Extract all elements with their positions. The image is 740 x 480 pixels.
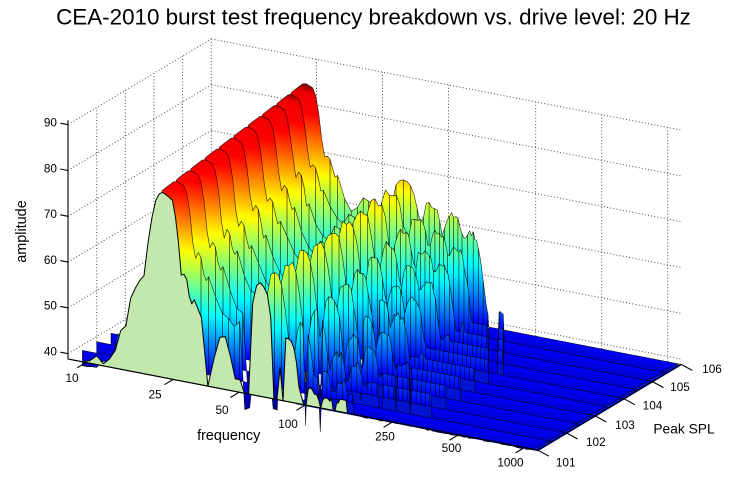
svg-text:10: 10: [65, 371, 79, 385]
svg-text:104: 104: [643, 399, 663, 413]
svg-text:40: 40: [44, 345, 58, 359]
svg-text:105: 105: [670, 380, 690, 394]
svg-text:90: 90: [44, 116, 58, 130]
svg-text:101: 101: [556, 455, 576, 469]
svg-text:102: 102: [586, 435, 606, 449]
svg-text:1000: 1000: [497, 456, 524, 470]
svg-text:106: 106: [702, 362, 722, 376]
svg-text:50: 50: [44, 299, 58, 313]
svg-text:60: 60: [44, 253, 58, 267]
svg-text:250: 250: [375, 430, 395, 444]
svg-text:500: 500: [442, 441, 462, 455]
svg-text:70: 70: [44, 207, 58, 221]
svg-text:amplitude: amplitude: [14, 200, 30, 262]
svg-text:103: 103: [615, 418, 635, 432]
svg-text:CEA-2010 burst test frequency: CEA-2010 burst test frequency breakdown …: [56, 5, 691, 30]
svg-text:80: 80: [44, 161, 58, 175]
svg-text:Peak SPL: Peak SPL: [653, 422, 715, 437]
svg-text:50: 50: [215, 403, 229, 417]
svg-text:frequency: frequency: [197, 428, 261, 444]
svg-text:25: 25: [148, 388, 162, 402]
svg-text:100: 100: [278, 417, 298, 431]
